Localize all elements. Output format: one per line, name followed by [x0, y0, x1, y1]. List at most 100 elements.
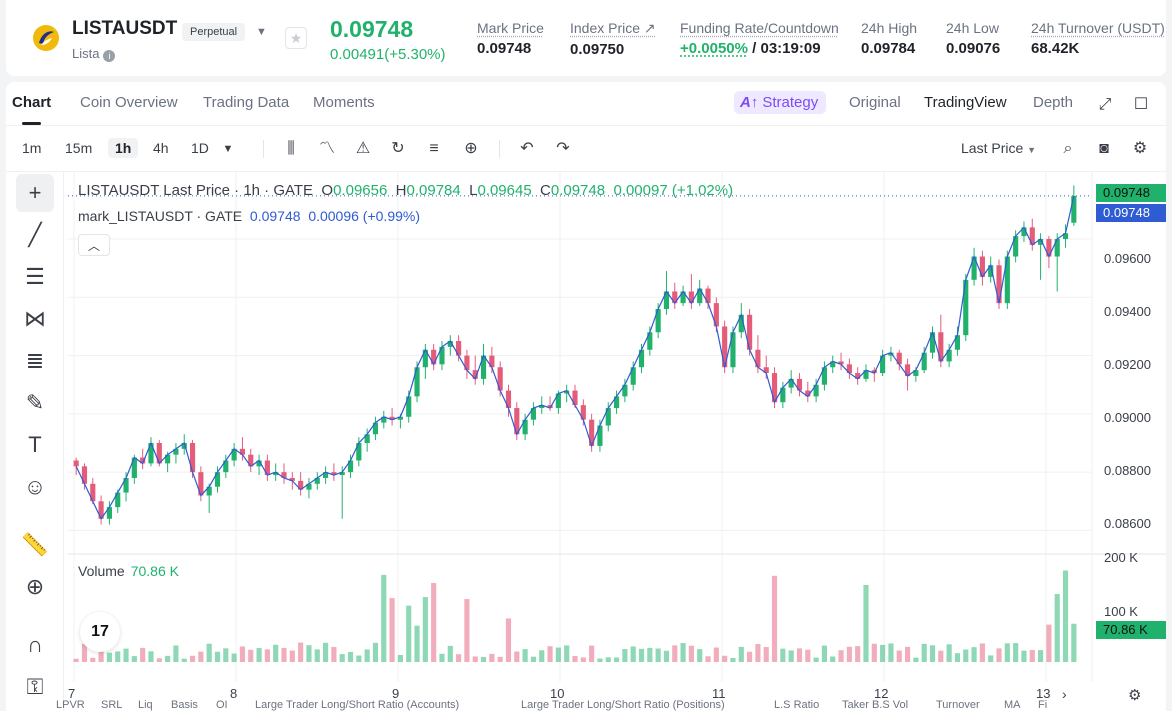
candle-body [663, 291, 670, 309]
stat-label[interactable]: Funding Rate/Countdown [680, 20, 839, 36]
candle-body [830, 361, 836, 368]
strategy-button[interactable]: A↑ Strategy [734, 91, 827, 114]
expand-icon[interactable]: ⤢ [1098, 96, 1112, 113]
info-icon[interactable]: i [103, 50, 116, 62]
emoji-icon[interactable]: ☺ [23, 474, 47, 499]
text-icon[interactable]: T [28, 432, 42, 457]
volume-bar [963, 649, 969, 662]
templates-icon[interactable]: ≡ [429, 140, 439, 157]
price-type-select[interactable]: Last Price ▼ [961, 140, 1036, 156]
x-tick: 10 [550, 686, 565, 701]
interval-15m[interactable]: 15m [65, 140, 93, 156]
brush-icon[interactable]: ✎ [25, 390, 45, 415]
chevron-right-icon[interactable]: › [1062, 686, 1067, 702]
candle-body [655, 308, 661, 333]
trend-line-icon[interactable]: ╱ [28, 222, 42, 247]
volume-bar [323, 642, 329, 662]
horizontal-lines-icon[interactable]: ☰ [25, 264, 45, 289]
redo-icon[interactable]: ↷ [556, 140, 570, 157]
nav-item[interactable]: Large Trader Long/Short Ratio (Accounts) [255, 699, 460, 711]
stat-label[interactable]: Index Price ↗ [570, 20, 656, 36]
volume-bar [90, 657, 96, 662]
chart-canvas[interactable] [68, 172, 1166, 711]
pattern-icon[interactable]: ⋈ [24, 306, 46, 331]
candle-body [564, 390, 570, 394]
lock-icon[interactable]: ⚿ [26, 674, 44, 699]
candle-body [1054, 239, 1060, 257]
volume-bar [489, 653, 495, 662]
search-icon[interactable]: ⌕ [1063, 140, 1073, 157]
nav-item[interactable]: Taker B.S Vol [842, 699, 909, 711]
stat-24h-high: 24h High 0.09784 [861, 20, 917, 57]
stat-label[interactable]: Mark Price [477, 20, 544, 36]
camera-icon[interactable]: ◙ [1099, 140, 1109, 157]
window-icon[interactable]: ☐ [1133, 96, 1149, 113]
interval-1m[interactable]: 1m [22, 140, 42, 156]
undo-icon[interactable]: ↶ [520, 140, 534, 157]
stat-label[interactable]: 24h Turnover (USDT) [1031, 20, 1165, 36]
replay-icon[interactable]: ↻ [391, 140, 405, 157]
nav-item[interactable]: SRL [101, 699, 123, 711]
nav-item[interactable]: LPVR [56, 699, 85, 711]
ruler-icon[interactable]: 📏 [21, 532, 49, 557]
candle-body [1004, 256, 1010, 304]
nav-item[interactable]: Large Trader Long/Short Ratio (Positions… [521, 699, 725, 711]
nav-item[interactable]: MA [1004, 699, 1021, 711]
crosshair-icon[interactable]: + [16, 174, 54, 212]
candle-body [647, 332, 653, 350]
candle-body [131, 457, 137, 478]
nav-item[interactable]: Fi [1038, 699, 1048, 711]
volume-bar [1004, 643, 1010, 662]
view-tradingview[interactable]: TradingView [924, 94, 1007, 111]
chevron-down-icon[interactable]: ▼ [256, 26, 267, 38]
star-icon[interactable]: ★ [285, 27, 307, 49]
stat-label: 24h High [861, 20, 918, 36]
nav-item[interactable]: OI [216, 699, 228, 711]
volume-bar [622, 649, 628, 662]
tradingview-logo-icon[interactable]: 17 [80, 612, 120, 652]
volume-bar [555, 647, 561, 662]
volume-bar [996, 648, 1002, 662]
nav-item[interactable]: Turnover [936, 699, 980, 711]
volume-bar [397, 655, 403, 662]
candle-body [1021, 227, 1027, 237]
volume-bar [505, 618, 512, 662]
candle-type-icon[interactable]: ⫼ [287, 140, 295, 157]
view-original[interactable]: Original [849, 94, 901, 111]
volume-bar [381, 574, 387, 662]
tab-moments[interactable]: Moments [313, 94, 375, 111]
settings-gear-icon[interactable]: ⚙ [1128, 687, 1142, 704]
nav-item[interactable]: Liq [138, 699, 153, 711]
interval-1h[interactable]: 1h [108, 138, 139, 158]
interval-1d[interactable]: 1D [191, 140, 209, 156]
zoom-in-icon[interactable]: ⊕ [25, 574, 45, 599]
add-indicator-icon[interactable]: ⊕ [464, 140, 478, 157]
magnet-icon[interactable]: ∩ [27, 632, 43, 657]
volume-bar [630, 646, 636, 662]
tab-coin-overview[interactable]: Coin Overview [80, 94, 178, 111]
view-depth[interactable]: Depth [1033, 94, 1074, 111]
candle-body [929, 332, 936, 353]
symbol-title[interactable]: LISTAUSDT [72, 18, 178, 39]
tab-chart[interactable]: Chart [12, 94, 52, 125]
mark-price-tag: 0.09748 [1096, 204, 1166, 222]
nav-item[interactable]: Basis [171, 699, 198, 711]
volume-bar [880, 644, 886, 662]
collapse-legend-button[interactable]: ︿ [78, 234, 110, 256]
chevron-down-icon[interactable]: ▼ [222, 143, 234, 155]
candle-body [722, 326, 728, 368]
indicators-icon[interactable]: 〽 [318, 140, 335, 157]
tab-trading-data[interactable]: Trading Data [203, 94, 290, 111]
gear-icon[interactable]: ⚙ [1132, 140, 1148, 157]
candle-body [971, 256, 977, 280]
fib-icon[interactable]: ≣ [25, 348, 45, 373]
price-chart[interactable]: LISTAUSDT Last Price · 1h · GATE O0.0965… [68, 172, 1166, 711]
nav-item[interactable]: L.S Ratio [774, 699, 820, 711]
volume-bar [497, 656, 503, 662]
volume-bar [838, 650, 844, 662]
interval-4h[interactable]: 4h [153, 140, 169, 156]
volume-bar [98, 649, 104, 662]
candle-body [963, 279, 969, 336]
alert-icon[interactable]: ⚠ [355, 140, 371, 157]
volume-bar [314, 649, 320, 662]
